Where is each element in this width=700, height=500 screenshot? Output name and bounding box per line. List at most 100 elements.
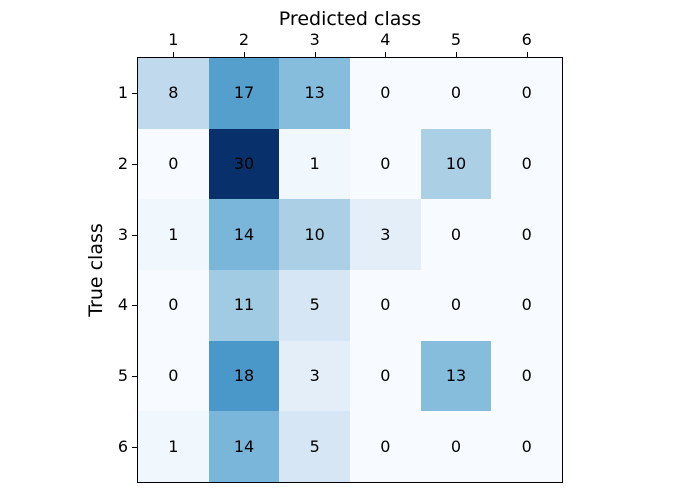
y-tick-mark — [132, 164, 137, 165]
y-tick-mark — [132, 305, 137, 307]
x-tick-label: 1 — [168, 30, 179, 49]
y-tick-mark — [132, 446, 137, 448]
x-tick-mark — [244, 52, 245, 57]
cell-value: 13 — [304, 83, 325, 103]
cell-value: 0 — [450, 83, 462, 103]
y-tick-mark — [132, 93, 137, 95]
heatmap-cell: 14 — [208, 199, 280, 270]
cell-value: 0 — [521, 365, 532, 385]
heatmap-cell: 0 — [349, 269, 421, 341]
heatmap-cell: 0 — [138, 269, 209, 341]
heatmap-cell: 0 — [420, 269, 492, 341]
heatmap-cell: 0 — [491, 58, 562, 129]
heatmap-cell: 0 — [491, 340, 562, 412]
cell-value: 0 — [168, 153, 179, 173]
cell-value: 0 — [380, 153, 391, 173]
heatmap-cell: 3 — [349, 199, 421, 270]
cell-value: 13 — [445, 365, 467, 385]
cell-value: 0 — [380, 436, 391, 456]
heatmap-cell: 18 — [208, 340, 280, 412]
cell-value: 3 — [380, 224, 391, 244]
cell-value: 0 — [168, 365, 179, 385]
cell-value: 10 — [304, 224, 325, 244]
cell-value: 17 — [233, 83, 255, 103]
y-tick-label: 5 — [117, 366, 128, 386]
x-tick-mark — [526, 52, 528, 57]
cell-value: 18 — [233, 365, 255, 385]
cell-value: 0 — [521, 83, 532, 103]
heatmap-cell: 5 — [279, 269, 350, 341]
y-tick-label: 2 — [117, 154, 128, 174]
cell-value: 8 — [168, 83, 179, 103]
x-tick-mark — [385, 52, 387, 57]
heatmap-cell: 3 — [279, 340, 350, 412]
cell-value: 11 — [233, 295, 255, 315]
x-tick-mark — [173, 52, 175, 57]
heatmap-grid: 8 17 13 0 0 0 0 30 1 0 10 0 1 14 10 3 0 0 0 11 5 0 0 0 0 18 3 0 13 0 1… — [138, 58, 562, 482]
cell-value: 0 — [450, 224, 462, 244]
x-axis-label: Predicted class — [278, 8, 422, 30]
cell-value: 10 — [445, 153, 467, 173]
heatmap-cell: 0 — [491, 199, 562, 270]
y-tick-label: 4 — [117, 295, 128, 315]
cell-value: 0 — [450, 436, 462, 456]
heatmap-cell: 0 — [420, 411, 492, 482]
axes: 8 17 13 0 0 0 0 30 1 0 10 0 1 14 10 3 0 0 0 11 5 0 0 0 0 18 3 0 13 0 1… — [118, 31, 563, 483]
heatmap-cell: 0 — [420, 199, 492, 270]
heatmap-cell: 10 — [420, 128, 492, 200]
cell-value: 1 — [168, 436, 179, 456]
x-tick-mark — [456, 52, 457, 57]
heatmap-cell: 0 — [349, 128, 421, 200]
heatmap-cell: 0 — [420, 58, 492, 129]
heatmap-cell: 5 — [279, 411, 350, 482]
heatmap-cell: 1 — [279, 128, 350, 200]
cell-value: 1 — [309, 153, 320, 173]
heatmap-cell: 0 — [349, 411, 421, 482]
heatmap-cell: 30 — [208, 128, 280, 200]
cell-value: 5 — [309, 295, 320, 315]
x-tick-label: 4 — [380, 30, 391, 49]
heatmap-cell: 0 — [349, 58, 421, 129]
y-tick-label: 1 — [117, 83, 128, 103]
y-tick-mark — [132, 234, 137, 236]
heatmap-cell: 10 — [279, 199, 350, 270]
heatmap-cell: 0 — [138, 128, 209, 200]
y-tick-mark — [132, 376, 137, 377]
cell-value: 30 — [233, 153, 255, 173]
heatmap-cell: 0 — [491, 269, 562, 341]
heatmap-cell: 0 — [491, 411, 562, 482]
x-tick-label: 6 — [521, 30, 532, 49]
x-tick-label: 2 — [238, 30, 250, 49]
cell-value: 0 — [521, 153, 532, 173]
y-axis-label: True class — [85, 223, 107, 317]
heatmap-cell: 0 — [491, 128, 562, 200]
cell-value: 14 — [233, 224, 255, 244]
x-tick-mark — [314, 52, 316, 57]
x-tick-label: 5 — [450, 30, 462, 49]
cell-value: 3 — [309, 365, 320, 385]
cell-value: 0 — [380, 295, 391, 315]
cell-value: 0 — [521, 224, 532, 244]
heatmap-cell: 13 — [420, 340, 492, 412]
cell-value: 14 — [233, 436, 255, 456]
cell-value: 0 — [168, 295, 179, 315]
cell-value: 1 — [168, 224, 179, 244]
heatmap-cell: 13 — [279, 58, 350, 129]
heatmap-cell: 1 — [138, 411, 209, 482]
heatmap-cell: 1 — [138, 199, 209, 270]
cell-value: 0 — [521, 436, 532, 456]
y-tick-label: 6 — [117, 436, 128, 456]
x-tick-label: 3 — [309, 30, 320, 49]
cell-value: 0 — [450, 295, 462, 315]
heatmap-cell: 8 — [138, 58, 209, 129]
heatmap-cell: 0 — [349, 340, 421, 412]
heatmap-cell: 0 — [138, 340, 209, 412]
y-tick-label: 3 — [117, 224, 128, 244]
heatmap-cell: 14 — [208, 411, 280, 482]
heatmap-cell: 17 — [208, 58, 280, 129]
cell-value: 0 — [380, 365, 391, 385]
heatmap-cell: 11 — [208, 269, 280, 341]
cell-value: 5 — [309, 436, 320, 456]
cell-value: 0 — [521, 295, 532, 315]
